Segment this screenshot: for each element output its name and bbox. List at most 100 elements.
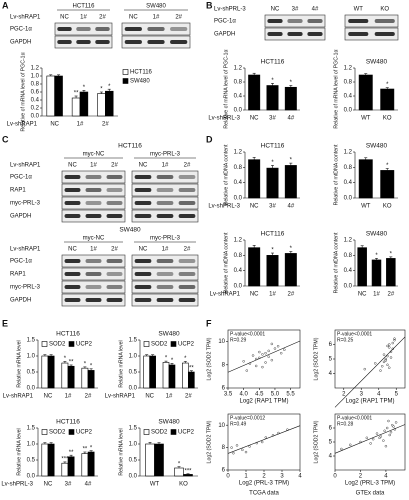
blot-band [134,259,152,263]
bar [188,371,195,389]
bar [41,443,49,477]
y-tick-label: 5 [329,357,333,363]
data-source: TCGA data [249,491,279,497]
legend-swatch [68,429,75,435]
blot-band [85,214,102,218]
blot-band [76,40,91,44]
x-tick-label: 5 [395,392,399,398]
y-tick-label: 0.5 [27,370,36,376]
y-tick-label: 6 [222,468,226,474]
significance: * [375,253,378,259]
chart-title: HCT116 [261,59,285,66]
y-axis-label: Relative of mRNA level of PGC-1α [20,52,26,131]
y-tick-label: 1.2 [234,238,243,244]
blot-band [178,175,196,179]
point [230,446,233,449]
blot-band [134,201,152,205]
point [279,351,283,355]
point [391,423,394,427]
blot-band [64,175,81,179]
y-tick-label: 0.0 [234,284,243,290]
bar [97,93,106,117]
y-tick-label: 0.8 [31,82,40,88]
blot-frame [344,27,399,41]
y-tick-label: 8 [222,445,226,451]
legend-label: HCT116 [130,70,153,76]
blot-frame [344,14,399,28]
legend-swatch [122,69,129,75]
lane-name: 2# [184,247,191,253]
y-tick-label: 1.5 [129,426,138,432]
legend-label: UCP2 [178,430,195,436]
point [251,354,255,357]
stat-note: R=0.28 [337,421,353,427]
lane-name: 3# [292,7,299,13]
blot-row-label: GAPDH [10,214,31,220]
y-tick-label: 6 [329,426,333,432]
blot-band [85,285,102,289]
point [382,353,386,356]
y-tick-label: 1.2 [234,66,243,72]
x-tick-label: KO [383,116,392,122]
blot-band [95,27,110,31]
point [267,355,270,358]
legend-swatch [170,341,177,347]
y-axis-label: Log2 (SOD2 TPM) [206,337,212,380]
blot-band [57,27,72,31]
stat-note: P-value<0.0001 [337,415,372,421]
point [388,433,391,437]
blot-band [64,188,81,192]
blot-band [134,298,152,302]
point [261,365,264,369]
y-tick-label: 0.4 [31,98,40,104]
y-tick-label: 0.8 [234,80,243,86]
x-tick-label: 4# [85,482,92,488]
x-tick-label: KO [179,482,188,488]
bar [145,443,155,477]
legend-swatch [170,429,177,435]
x-tick-label: 2 [342,392,346,398]
y-tick-label: 1.5 [27,426,36,432]
blot-band [57,40,72,44]
point [375,432,379,435]
x-tick-label: 0 [226,474,230,480]
panel-label: B [206,0,213,10]
blot-frame [131,183,199,197]
x-axis-label: Lv-shRAP1 [3,394,34,400]
blot-band [106,272,123,276]
x-tick-label: WT [361,204,371,210]
x-tick-label: KO [383,204,392,210]
point [386,363,389,367]
bar [87,370,95,389]
x-axis-label: Lv-shRAP1 [7,122,38,128]
significance: * [64,356,67,362]
bar [67,456,75,477]
y-tick-label: 1.2 [344,238,353,244]
bar [81,453,89,477]
lane-name: 1# [162,163,169,169]
blot-band [134,214,152,218]
y-tick-label: 0.4 [234,180,243,186]
x-tick-label: 3 [280,474,284,480]
bar [79,91,89,117]
blot-band [307,19,323,23]
blot-band [156,201,174,205]
y-tick-label: 0.0 [234,196,243,202]
blot-band [374,32,395,36]
significance: ** [74,91,79,97]
lane-name: KO [380,7,389,13]
blot-band [64,259,81,263]
legend-swatch [122,78,129,84]
blot-row-label: GAPDH [10,298,31,304]
lane-label: Lv-shRAP1 [10,247,41,253]
blot-row-label: GAPDH [214,32,235,38]
fit-line [334,336,406,408]
legend-label: UCP2 [76,430,93,436]
significance: ** [69,360,74,366]
legend-label: SOD2 [49,342,66,348]
y-axis-label: Relative of mtDNA content [333,144,339,205]
bar [380,170,395,199]
plot-frame [334,329,406,389]
legend-label: SOD2 [151,430,168,436]
